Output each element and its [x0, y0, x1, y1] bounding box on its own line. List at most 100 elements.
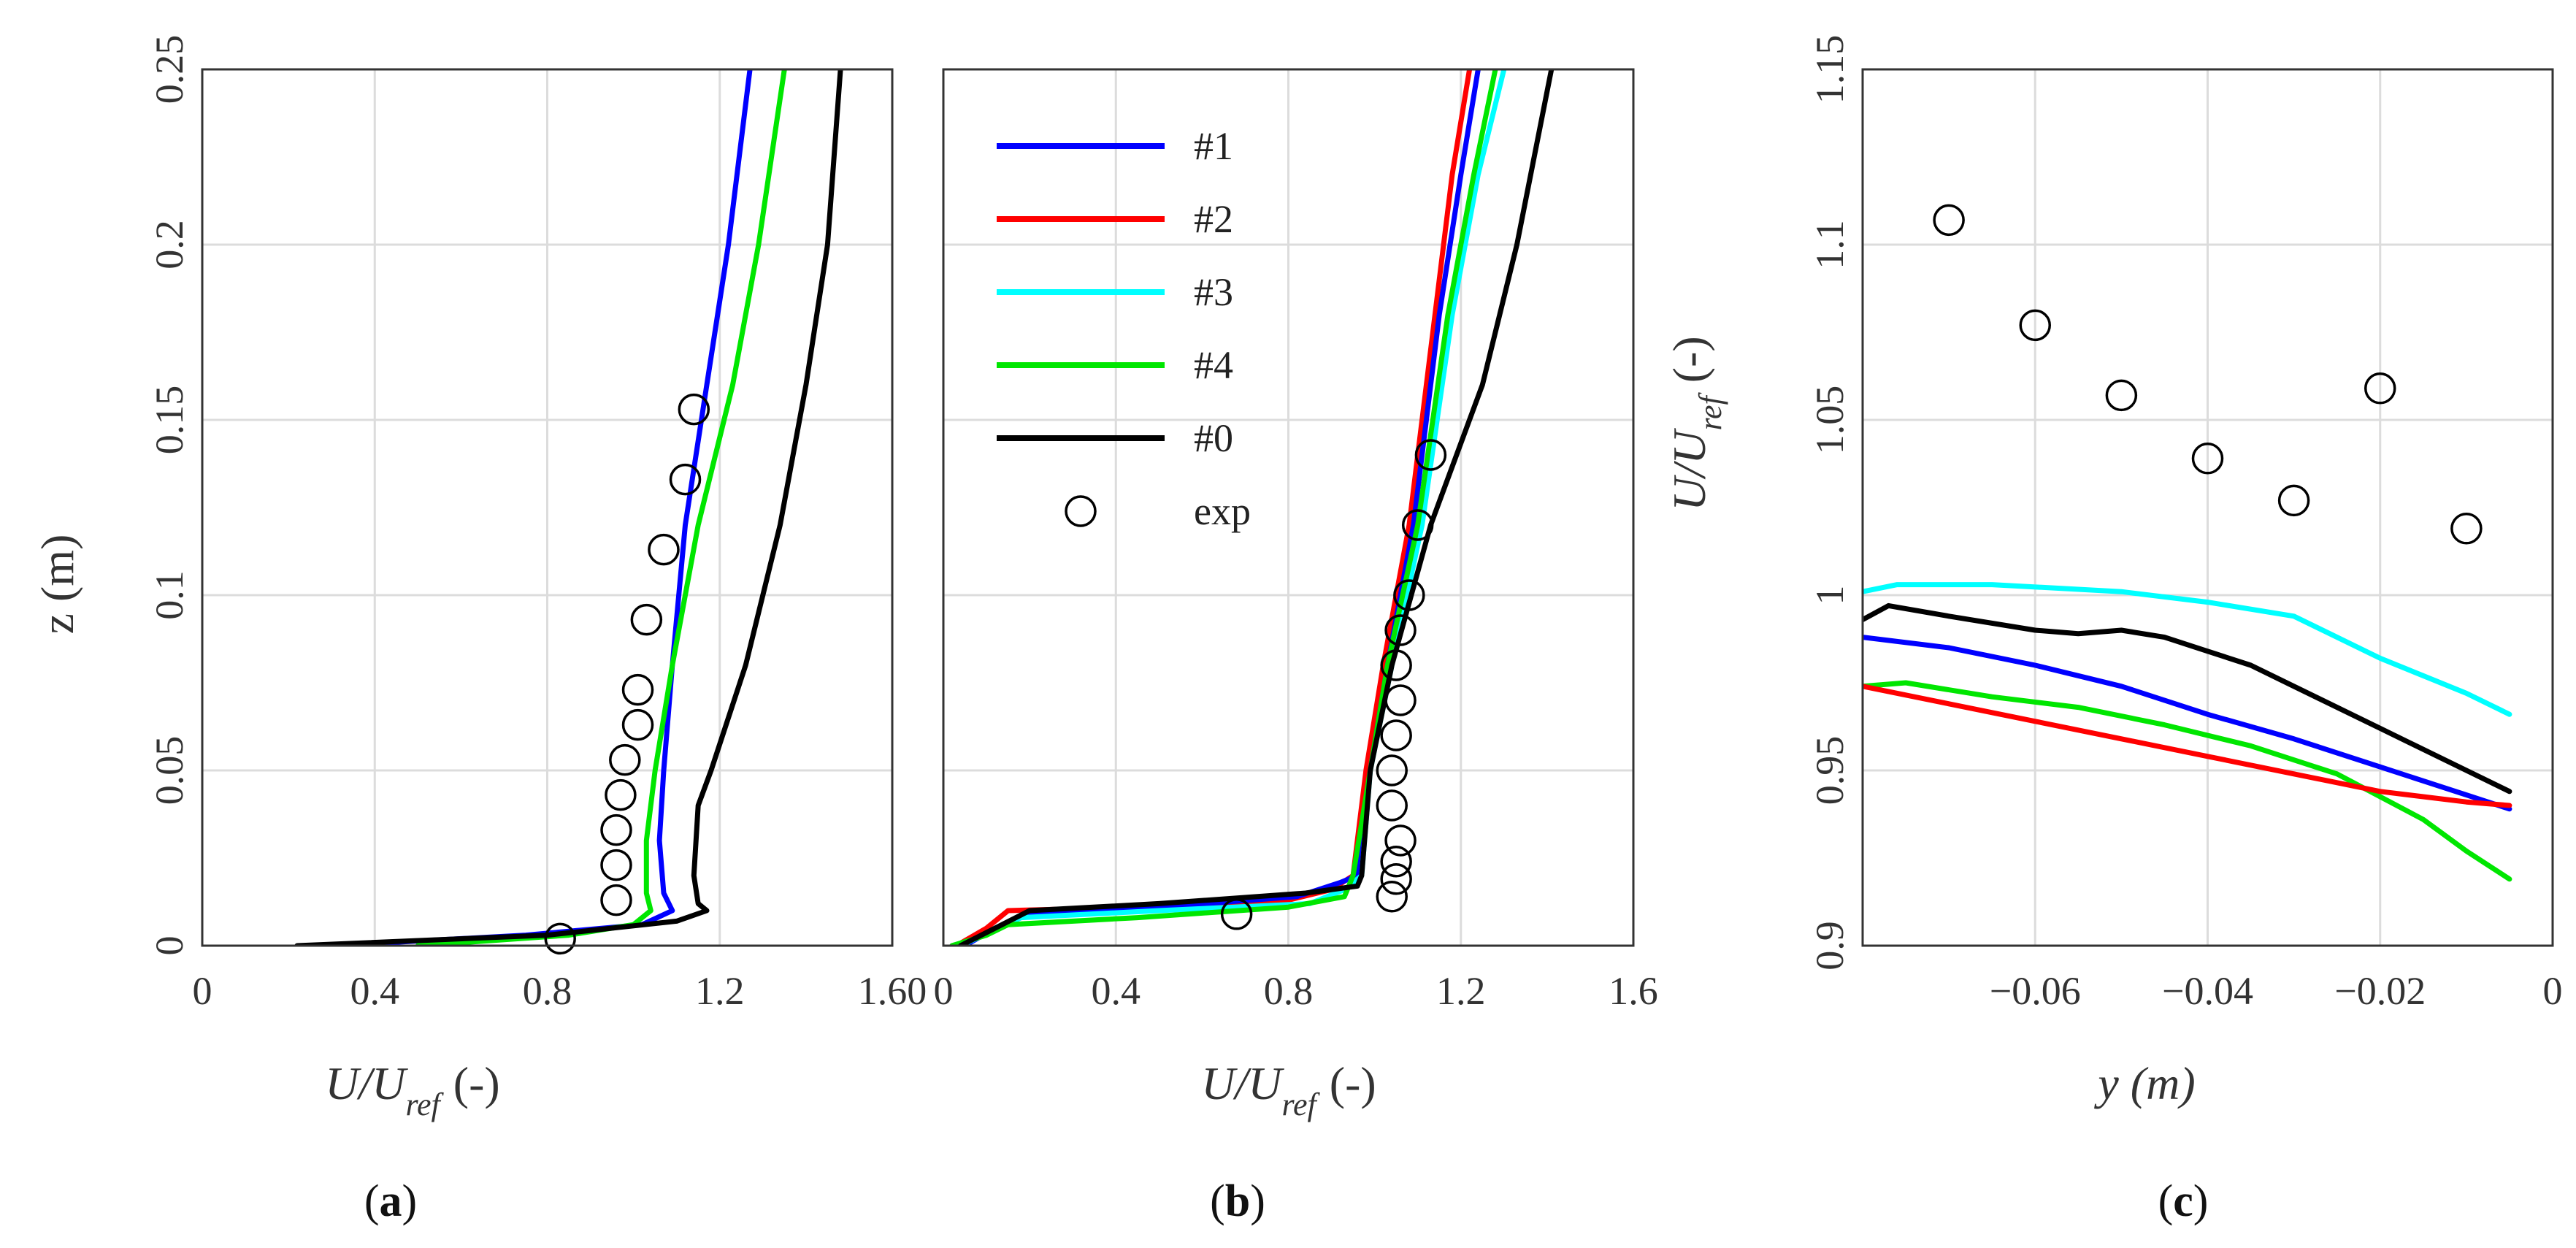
panel-label-b: b [1225, 1176, 1250, 1226]
exp-point-a-3 [600, 814, 632, 846]
xtick-label-c-3: 0 [2543, 969, 2563, 1013]
panel-label-a: a [380, 1176, 402, 1226]
exp-point-b-13 [1414, 439, 1447, 471]
exp-point-b-12 [1401, 509, 1434, 541]
exp-point-a-11 [678, 393, 710, 426]
legend-label-n1: #1 [1194, 124, 1233, 168]
exp-point-b-2 [1380, 863, 1412, 895]
xtick-label-c-1: −0.04 [2162, 969, 2253, 1013]
series-group-b [949, 69, 1555, 946]
legend-label-n4: #4 [1194, 343, 1233, 387]
ylabel-c-unit: (-) [1663, 336, 1715, 383]
xtick-label-b-2: 0.8 [1264, 969, 1314, 1013]
exp-point-b-3 [1380, 846, 1412, 878]
xlabel-a-main: U/U [325, 1057, 408, 1109]
series-line-c-n1 [1863, 635, 2512, 812]
xlabel-a: U/Uref (-) [325, 1057, 499, 1122]
series-line-c-n3 [1863, 582, 2512, 717]
ylabel-c-main: U/U [1663, 428, 1715, 511]
xlabel-b-unit: (-) [1330, 1057, 1376, 1109]
plot-frame-a [201, 68, 894, 947]
ytick-label-c-3: 1.05 [1808, 386, 1852, 455]
exp-point-b-6 [1376, 754, 1408, 786]
exp-point-b-5 [1376, 789, 1408, 822]
exp-point-b-7 [1380, 719, 1412, 751]
ylabel-a: z (m) [31, 535, 83, 635]
ytick-label-c-4: 1.1 [1808, 220, 1852, 269]
series-line-c-n4 [1863, 680, 2512, 882]
series-line-c-n2 [1863, 684, 2512, 808]
plot-frame-b [942, 68, 1635, 947]
xlabel-c: y (m) [2093, 1057, 2195, 1109]
xtick-label-a-4: 1.60 [858, 969, 927, 1013]
legend-marker-exp [1065, 495, 1097, 527]
legend-label-n2: #2 [1194, 197, 1233, 241]
exp-point-a-2 [600, 849, 632, 881]
xtick-label-c-2: −0.02 [2334, 969, 2426, 1013]
plot-frame-c [1861, 68, 2554, 947]
ytick-label-c-2: 1 [1808, 586, 1852, 605]
xtick-label-a-2: 0.8 [523, 969, 572, 1013]
legend-label-n3: #3 [1194, 270, 1233, 314]
xtick-label-a-0: 0 [193, 969, 212, 1013]
xtick-label-b-4: 1.6 [1609, 969, 1658, 1013]
exp-point-b-0 [1220, 898, 1253, 930]
xlabel-b-sub: ref [1282, 1087, 1321, 1122]
series-line-b-n1 [962, 69, 1481, 946]
ytick-label-a-0: 0 [147, 936, 191, 956]
ytick-label-a-5: 0.25 [147, 35, 191, 104]
exp-point-a-10 [669, 463, 702, 496]
ytick-label-a-4: 0.2 [147, 220, 191, 269]
xtick-label-b-1: 0.4 [1092, 969, 1141, 1013]
exp-point-a-0 [544, 922, 576, 955]
exp-point-a-4 [605, 778, 637, 811]
legend-label-exp: exp [1194, 489, 1251, 533]
exp-point-b-10 [1384, 614, 1417, 646]
exp-point-a-9 [648, 533, 680, 566]
exp-point-b-1 [1376, 881, 1408, 913]
exp-point-b-4 [1384, 824, 1417, 857]
ytick-label-c-0: 0.9 [1808, 921, 1852, 971]
ytick-label-c-5: 1.15 [1808, 35, 1852, 104]
xtick-label-c-0: −0.06 [1990, 969, 2081, 1013]
series-line-a-n1 [329, 69, 753, 946]
exp-point-a-5 [609, 743, 641, 776]
exp-point-a-1 [600, 884, 632, 916]
panel-caption-c: (c) [2158, 1176, 2209, 1226]
legend-label-n0: #0 [1194, 416, 1233, 460]
ytick-label-c-1: 0.95 [1808, 736, 1852, 805]
series-line-a-n4 [415, 69, 787, 946]
ytick-label-a-2: 0.1 [147, 570, 191, 620]
panel-caption-b: (b) [1210, 1176, 1265, 1226]
xtick-label-b-3: 1.2 [1436, 969, 1486, 1013]
exp-point-c-1 [2019, 309, 2051, 342]
exp-point-c-5 [2364, 372, 2396, 405]
xtick-label-a-1: 0.4 [350, 969, 400, 1013]
series-line-a-n0 [294, 69, 843, 946]
series-group-a [294, 69, 843, 946]
ylabel-c-sub: ref [1693, 391, 1728, 430]
panel-label-c: c [2173, 1176, 2193, 1226]
xtick-label-b-0: 0 [934, 969, 954, 1013]
exp-point-c-4 [2277, 484, 2310, 517]
series-line-b-n0 [958, 69, 1555, 946]
exp-point-b-11 [1393, 579, 1425, 611]
series-line-b-n4 [949, 69, 1498, 946]
exp-point-a-7 [621, 673, 654, 706]
series-group-c [1863, 582, 2512, 882]
exp-point-c-3 [2191, 443, 2224, 475]
exp-point-a-6 [621, 708, 654, 741]
xtick-label-a-3: 1.2 [695, 969, 745, 1013]
exp-point-c-2 [2105, 379, 2138, 412]
exp-point-b-8 [1384, 684, 1417, 716]
xlabel-b: U/Uref (-) [1201, 1057, 1376, 1122]
ylabel-c: U/Uref (-) [1663, 336, 1728, 510]
exp-point-c-6 [2450, 513, 2483, 545]
ytick-label-a-1: 0.05 [147, 736, 191, 805]
exp-point-c-0 [1933, 204, 1965, 237]
xlabel-b-main: U/U [1201, 1057, 1284, 1109]
exp-point-b-9 [1380, 649, 1412, 681]
xlabel-a-sub: ref [406, 1087, 445, 1122]
legend: #1 #2 #3 #4 #0 exp [997, 124, 1251, 533]
